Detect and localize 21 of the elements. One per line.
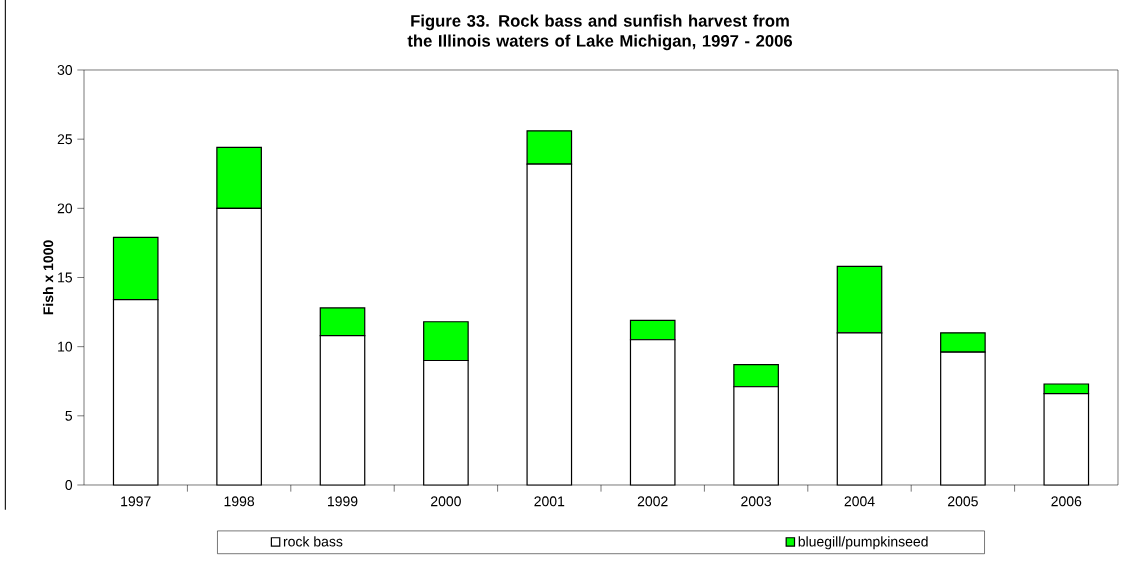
- y-tick-label: 30: [57, 65, 73, 75]
- y-tick-label: 0: [65, 480, 73, 490]
- y-tick-label: 25: [57, 134, 73, 145]
- chart-title: Figure 33. Rock bass and sunfish harvest from the Illinois waters of Lake Michigan, 1997 - 2006: [407, 14, 793, 51]
- x-tick-label: 2002: [637, 496, 668, 507]
- legend-label: bluegill/pumpkinseed: [798, 536, 928, 550]
- y-axis-title: Fish x 1000: [42, 240, 54, 315]
- legend-label: rock bass: [283, 536, 343, 547]
- x-tick-label: 1999: [328, 496, 358, 507]
- y-tick-label: 15: [58, 272, 73, 283]
- y-tick-label: 5: [65, 410, 73, 421]
- x-tick-label: 2000: [431, 496, 461, 507]
- x-tick-label: 1998: [224, 496, 255, 507]
- x-tick-label: 2003: [741, 496, 772, 507]
- x-tick-label: 2005: [948, 496, 978, 507]
- x-tick-label: 2006: [1051, 496, 1082, 507]
- y-tick-label: 10: [58, 341, 73, 352]
- x-tick-label: 1997: [121, 496, 151, 507]
- y-tick-label: 20: [57, 203, 73, 214]
- x-tick-label: 2001: [534, 496, 565, 507]
- x-tick-label: 2004: [844, 496, 875, 507]
